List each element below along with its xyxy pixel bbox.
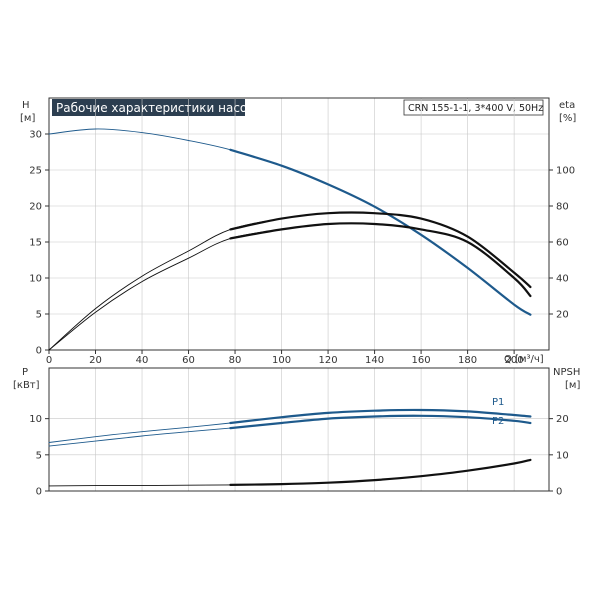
left-tick-label: 5 [36,310,42,321]
h-axis-label: H [22,100,30,111]
left-tick-label: 30 [29,130,42,141]
left-tick-label: 25 [29,166,42,177]
upper-chart: 0 5 10 15 20 25 30 20 40 60 80 100 0 20 40 60 80 100 120 14… [29,97,575,366]
plot-frame [48,367,550,492]
model-box [403,99,544,116]
right-tick-label: 40 [556,274,569,285]
h-axis-unit: [м] [20,113,35,124]
series-line-highlight [229,414,532,430]
x-tick-label: 20 [89,355,102,366]
series-line [48,128,531,316]
npsh-axis-label: NPSH [553,367,580,378]
p-axis-label: P [22,367,28,378]
x-tick-label: 40 [136,355,149,366]
right-tick-label: 60 [556,238,569,249]
series-line-highlight [229,408,532,425]
model-label: CRN 155-1-1, 3*400 V, 50Hz [408,103,543,114]
plot-frame [48,97,550,351]
left-tick-label: 5 [36,450,42,461]
series-line [48,212,531,351]
chart-title: Рабочие характеристики насоса [56,101,261,115]
x-tick-label: 120 [319,355,338,366]
title-background [52,99,245,116]
eta-axis-unit: [%] [559,113,576,124]
right-tick-label: 20 [556,414,569,425]
q-axis-label: Q [м³/ч] [504,354,544,365]
left-tick-label: 0 [36,346,42,357]
series-line-highlight [229,211,532,289]
left-tick-label: 20 [29,202,42,213]
eta-axis-label: eta [559,100,575,111]
right-tick-label: 80 [556,202,569,213]
x-tick-label: 140 [365,355,384,366]
left-tick-label: 10 [29,414,42,425]
x-tick-label: 100 [272,355,291,366]
x-tick-label: 60 [182,355,195,366]
x-tick-label: 180 [458,355,477,366]
npsh-axis-unit: [м] [565,380,580,391]
right-tick-label: 10 [556,450,569,461]
x-tick-label: 0 [46,355,52,366]
series-label-p2: P2 [492,416,504,427]
series-line-highlight [229,458,532,486]
right-tick-label: 0 [556,487,562,498]
p-axis-unit: [кВт] [13,380,40,391]
x-tick-label: 200 [505,355,524,366]
left-tick-label: 15 [29,238,42,249]
series-line [48,415,531,447]
left-tick-label: 0 [36,487,42,498]
series-line [48,409,531,443]
right-tick-label: 20 [556,310,569,321]
series-line-highlight [229,148,532,316]
left-tick-label: 10 [29,274,42,285]
x-tick-label: 80 [229,355,242,366]
series-label-p1: P1 [492,397,504,408]
right-tick-label: 100 [556,166,575,177]
series-line-highlight [229,222,532,298]
lower-chart: 0 5 10 0 10 20 [29,367,569,498]
x-tick-label: 160 [412,355,431,366]
series-line [48,222,531,351]
